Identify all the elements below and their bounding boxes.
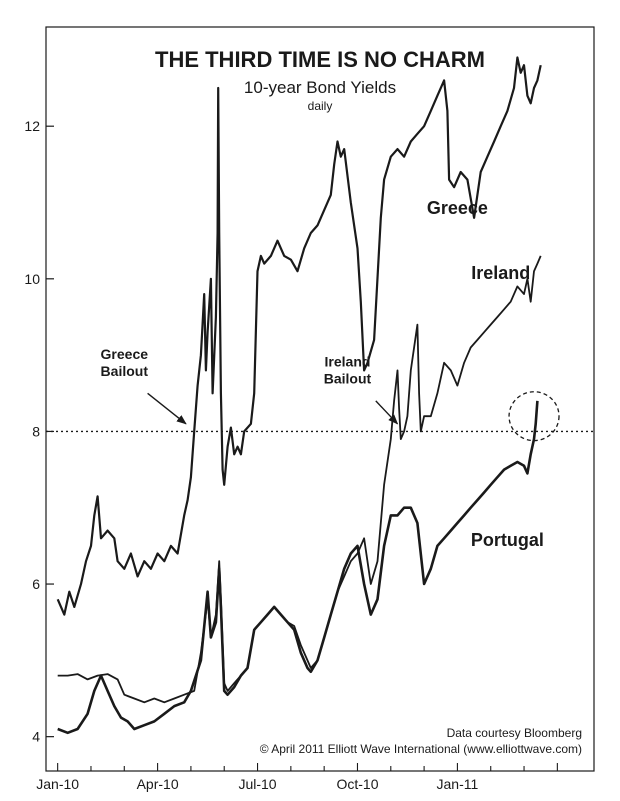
chart-title: THE THIRD TIME IS NO CHARM bbox=[155, 47, 485, 72]
series-label-ireland: Ireland bbox=[471, 263, 530, 283]
x-tick-label: Jan-10 bbox=[36, 776, 79, 792]
annotation-text: Ireland bbox=[325, 354, 371, 370]
annotation-arrow bbox=[147, 392, 187, 425]
y-tick-label: 6 bbox=[32, 576, 40, 592]
annotation-text: Bailout bbox=[324, 371, 372, 387]
x-tick-label: Jul-10 bbox=[238, 776, 276, 792]
y-tick-label: 10 bbox=[24, 271, 40, 287]
series-lines bbox=[56, 56, 542, 735]
series-line-greece bbox=[56, 56, 542, 616]
credit-data-source: Data courtesy Bloomberg bbox=[447, 726, 582, 740]
y-tick-label: 8 bbox=[32, 423, 40, 439]
y-tick-label: 12 bbox=[24, 118, 40, 134]
annotation-text: Greece bbox=[101, 346, 149, 362]
plot-frame bbox=[45, 26, 595, 772]
annotation-text: Bailout bbox=[101, 363, 149, 379]
dashed-highlight-ellipse bbox=[508, 391, 560, 442]
series-label-portugal: Portugal bbox=[471, 530, 544, 550]
credit-copyright: © April 2011 Elliott Wave International … bbox=[260, 742, 582, 756]
x-axis: Jan-10 Apr-10 Jul-10 Oct-10 Jan-11 bbox=[36, 763, 558, 792]
x-tick-label: Oct-10 bbox=[336, 776, 378, 792]
annotation-arrow bbox=[375, 400, 399, 425]
series-labels: Greece Ireland Portugal bbox=[427, 198, 544, 550]
y-tick-label: 4 bbox=[32, 729, 40, 745]
highlight-ellipse bbox=[508, 391, 560, 442]
chart-subtitle: 10-year Bond Yields bbox=[244, 78, 396, 97]
chart-frequency: daily bbox=[308, 99, 333, 113]
series-label-greece: Greece bbox=[427, 198, 488, 218]
x-tick-label: Apr-10 bbox=[137, 776, 179, 792]
series-line-portugal bbox=[57, 400, 539, 735]
x-tick-label: Jan-11 bbox=[437, 776, 479, 792]
y-axis: 4 6 8 10 12 bbox=[24, 118, 54, 745]
